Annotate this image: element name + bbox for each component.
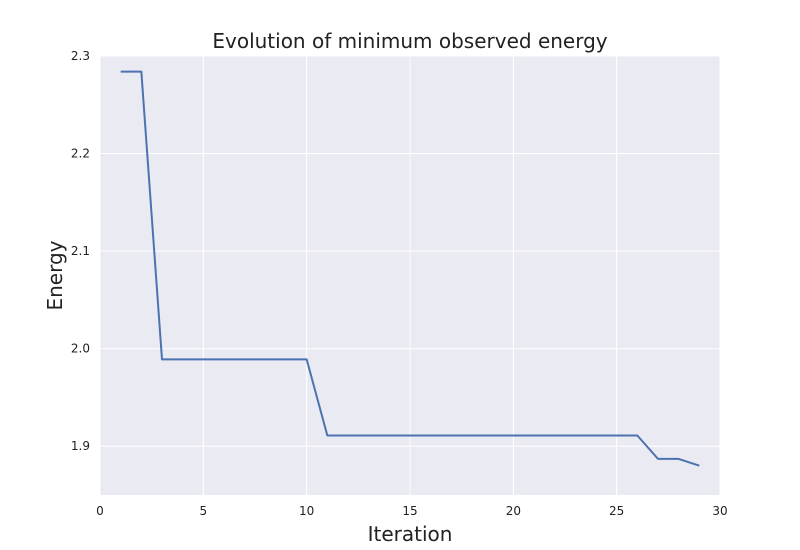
y-tick-label: 2.2 xyxy=(71,147,90,161)
y-tick-label: 2.3 xyxy=(71,49,90,63)
x-tick-label: 0 xyxy=(96,504,104,518)
x-tick-label: 25 xyxy=(609,504,624,518)
y-tick-label: 2.1 xyxy=(71,244,90,258)
x-tick-label: 5 xyxy=(200,504,208,518)
tick-labels: 0 5 10 15 20 25 30 1.9 2.0 2.1 2.2 2.3 xyxy=(71,49,728,518)
x-tick-label: 20 xyxy=(506,504,521,518)
series-line xyxy=(120,70,700,467)
y-tick-label: 2.0 xyxy=(71,342,90,356)
y-tick-label: 1.9 xyxy=(71,439,90,453)
grid-lines xyxy=(99,55,721,495)
chart-title: Evolution of minimum observed energy xyxy=(212,29,607,53)
x-tick-label: 30 xyxy=(712,504,727,518)
x-axis-label: Iteration xyxy=(368,522,453,546)
x-tick-label: 10 xyxy=(299,504,314,518)
series-layer xyxy=(120,70,700,467)
x-tick-label: 15 xyxy=(402,504,417,518)
y-axis-label: Energy xyxy=(43,240,67,310)
